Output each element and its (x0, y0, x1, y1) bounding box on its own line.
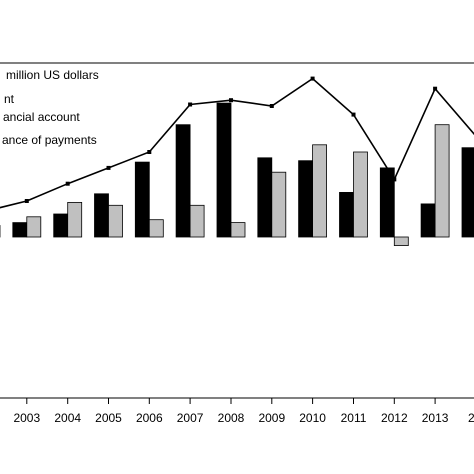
bar-financial-account (393, 236, 409, 247)
x-tick-label: 2003 (13, 411, 40, 425)
balance-point (392, 177, 397, 182)
x-tick-label: 2012 (381, 411, 408, 425)
bar-current-account (379, 167, 395, 238)
bar-financial-account (230, 222, 246, 238)
bar-current-account (94, 193, 109, 238)
bar-current-account (175, 124, 191, 238)
balance-point (351, 112, 356, 117)
bar-financial-account (26, 216, 42, 238)
bar-financial-account (312, 144, 328, 238)
balance-point (65, 181, 70, 186)
legend-entry-unit: million US dollars (6, 68, 99, 82)
bar-financial-account (67, 201, 83, 238)
legend-entry-current-account: nt (4, 92, 15, 106)
bar-current-account (420, 203, 436, 238)
x-tick-label: 2006 (136, 411, 163, 425)
bar-current-account (257, 157, 273, 238)
balance-point (106, 165, 111, 170)
bar-financial-account (189, 204, 205, 238)
bar-financial-account (271, 171, 287, 238)
bar-financial-account (148, 219, 164, 238)
bar-financial-account (353, 151, 368, 238)
x-tick-label: 20 (468, 411, 474, 425)
bar-financial-account (108, 204, 123, 238)
x-tick-label: 2007 (177, 411, 204, 425)
bar-current-account (298, 160, 314, 238)
x-tick-label: 2009 (258, 411, 285, 425)
balance-point (188, 102, 193, 107)
bar-current-account (12, 222, 28, 238)
balance-point (24, 199, 29, 203)
x-tick-label: 2011 (341, 411, 367, 425)
bars (0, 102, 474, 247)
bar-current-account (53, 213, 69, 238)
balance-point (147, 150, 152, 154)
x-tick-label: 2013 (422, 411, 449, 425)
legend-entry-balance-of-payments: ance of payments (2, 133, 97, 147)
x-tick-label: 2008 (218, 411, 245, 425)
bar-current-account (339, 191, 354, 238)
legend-entry-financial-account: ancial account (3, 110, 80, 124)
x-tick-label: 2005 (95, 411, 122, 425)
x-tick-label: 2004 (54, 411, 81, 425)
legend: million US dollars nt ancial account anc… (2, 68, 99, 147)
x-axis-ticks: 2003 2004 2005 2006 2007 2008 2009 2010 2011 2012… (13, 398, 474, 425)
balance-point (229, 98, 233, 103)
balance-point (310, 76, 315, 81)
plot-frame (0, 62, 474, 399)
bar-financial-account (434, 124, 450, 238)
balance-point (269, 104, 274, 108)
bar-current-account (216, 102, 232, 238)
x-tick-label: 2010 (299, 411, 326, 425)
bar-current-account (461, 147, 474, 238)
balance-line (0, 76, 474, 209)
bar-current-account (134, 161, 150, 238)
balance-point (433, 86, 438, 91)
